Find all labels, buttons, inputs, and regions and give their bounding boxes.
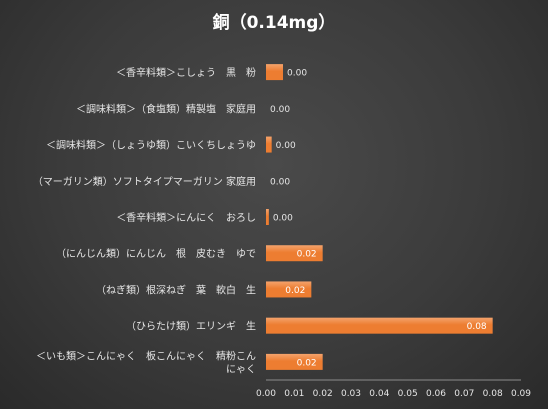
x-tick-label: 0.09 <box>511 389 531 399</box>
x-tick-label: 0.04 <box>369 389 389 399</box>
data-label: 0.08 <box>467 322 487 332</box>
category-label: ＜香辛料類＞にんにく おろし <box>116 211 256 224</box>
bar <box>266 281 312 298</box>
category-label: （ひらたけ類）エリンギ 生 <box>126 320 256 333</box>
x-tick-label: 0.08 <box>483 389 503 399</box>
x-tick-label: 0.01 <box>284 389 304 399</box>
data-label: 0.02 <box>297 250 317 260</box>
x-tick-label: 0.05 <box>398 389 418 399</box>
data-label: 0.00 <box>270 105 290 115</box>
bar <box>266 64 283 81</box>
bar <box>266 136 272 153</box>
x-tick-label: 0.07 <box>454 389 474 399</box>
bar <box>266 245 323 262</box>
data-label: 0.02 <box>285 286 305 296</box>
bar <box>266 317 493 334</box>
chart-title: 銅（0.14mg） <box>212 13 336 33</box>
bar <box>266 353 323 370</box>
data-label: 0.00 <box>273 214 293 224</box>
category-label: （ねぎ類）根深ねぎ 葉 軟白 生 <box>96 283 256 296</box>
data-label: 0.02 <box>297 358 317 368</box>
category-label: （マーガリン類）ソフトタイプマーガリン 家庭用 <box>33 175 256 188</box>
category-label: ＜香辛料類＞こしょう 黒 粉 <box>116 66 256 79</box>
x-tick-label: 0.03 <box>341 389 361 399</box>
data-label: 0.00 <box>287 69 307 79</box>
data-label: 0.00 <box>270 177 290 187</box>
category-label: ＜調味料類＞（食塩類）精製塩 家庭用 <box>76 102 256 115</box>
bar <box>266 209 269 225</box>
x-tick-label: 0.06 <box>426 389 446 399</box>
data-label: 0.00 <box>276 141 296 151</box>
category-label: ＜調味料類＞（しょうゆ類）こいくちしょうゆ <box>46 139 256 152</box>
category-label: （にんじん類）にんじん 根 皮むき ゆで <box>56 247 256 260</box>
x-tick-label: 0.00 <box>256 389 276 399</box>
category-label: ＜いも類＞こんにゃく 板こんにゃく 精粉こんにゃく <box>36 349 256 375</box>
x-tick-label: 0.02 <box>313 389 333 399</box>
